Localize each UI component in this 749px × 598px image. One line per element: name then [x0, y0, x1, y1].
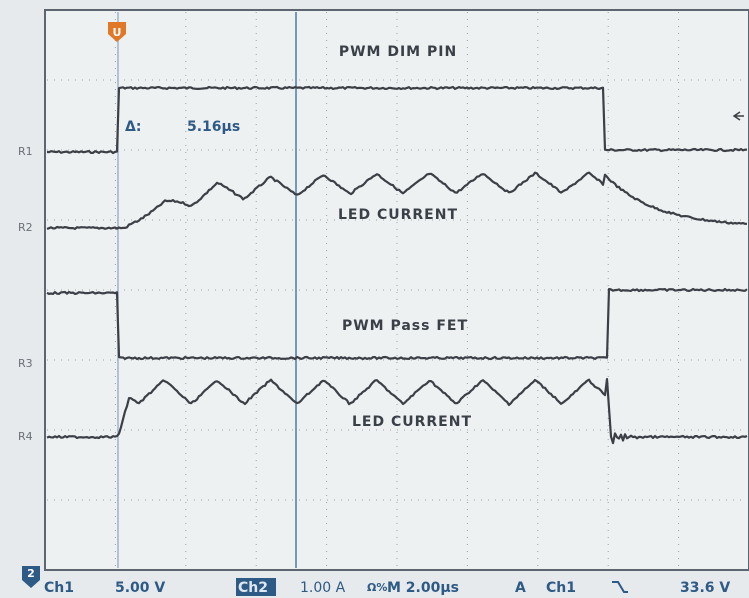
cursor-label: Δ: [125, 119, 141, 135]
trigger-level: 33.6 V [680, 580, 730, 596]
reference-marker: R1 [18, 145, 33, 158]
ch2-flags: Ω% [367, 581, 387, 594]
ch2-scale: 1.00 A [300, 580, 346, 596]
reference-marker: R2 [18, 221, 33, 234]
trigger-marker: U [113, 26, 122, 39]
trace-label: LED CURRENT [352, 414, 472, 430]
ch1-scale: 5.00 V [115, 580, 165, 596]
ch1-label: Ch1 [44, 580, 74, 596]
timebase: M 2.00µs [387, 580, 459, 596]
reference-marker: R4 [18, 430, 33, 443]
channel-marker: 2 [27, 567, 35, 580]
trace-label: PWM DIM PIN [339, 44, 457, 60]
trace-label: PWM Pass FET [342, 318, 468, 334]
trigger-source: Ch1 [546, 580, 576, 596]
ch2-label: Ch2 [238, 580, 268, 596]
reference-marker: R3 [18, 357, 33, 370]
trigger-mode: A [515, 580, 526, 596]
oscilloscope-screen: U PWM DIM PIN Δ: 5.16µs LED CURRENT PWM … [0, 0, 749, 598]
cursor-value: 5.16µs [187, 119, 240, 135]
trace-label: LED CURRENT [338, 207, 458, 223]
